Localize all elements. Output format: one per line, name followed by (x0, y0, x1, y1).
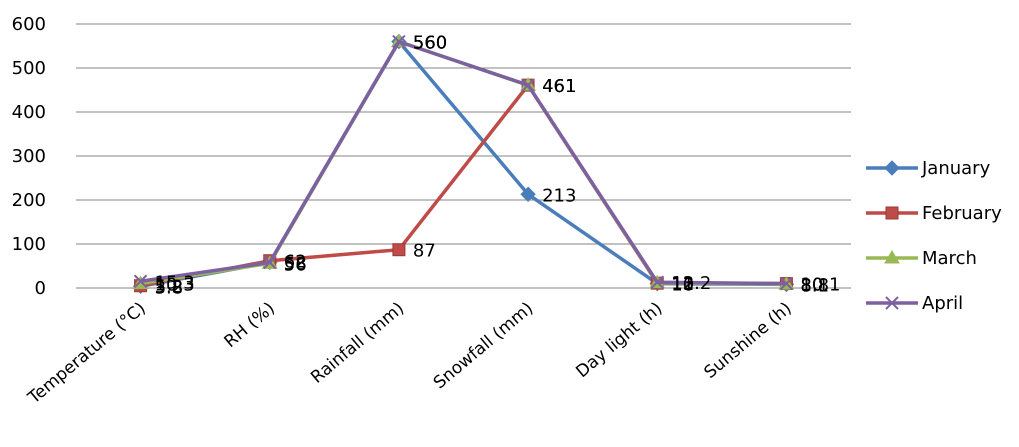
y-tick-label: 600 (12, 14, 46, 35)
legend-marker-april (885, 296, 899, 310)
series-line-january (140, 39, 787, 289)
data-label-march: 461 (542, 76, 576, 97)
data-label-february: 10.1 (800, 275, 840, 296)
data-label-january: 58 (284, 253, 307, 274)
data-label-april: 58 (284, 253, 307, 274)
legend-marker-march (884, 250, 900, 264)
data-label-january: 8.1 (800, 275, 829, 296)
legend-marker-january (884, 160, 900, 176)
series-line-march (140, 39, 787, 286)
data-label-january: 560 (413, 33, 447, 54)
data-point-january (520, 186, 536, 202)
y-tick-label: 100 (12, 234, 46, 255)
legend-label-february: February (922, 203, 1002, 224)
data-point-april (650, 275, 664, 289)
x-tick-label: Day light (h) (572, 299, 666, 383)
legend-marker-february (885, 206, 899, 220)
legend-label-april: April (922, 293, 963, 314)
series-group (132, 33, 795, 295)
x-tick-label: Snowfall (mm) (430, 299, 537, 394)
data-point-february (392, 243, 406, 257)
x-tick-label: Rainfall (mm) (307, 299, 408, 388)
data-point-april (133, 274, 148, 288)
data-label-february: 5.2 (155, 277, 184, 298)
x-tick-label: RH (%) (221, 299, 279, 353)
y-tick-label: 0 (35, 278, 46, 299)
legend: January February March April (866, 158, 1002, 314)
x-axis: Temperature (°C) RH (%) Rainfall (mm) Snowf… (24, 299, 796, 409)
data-label-april: 10 (800, 275, 823, 296)
data-label-april: 15.3 (155, 272, 195, 293)
data-point-april (392, 34, 406, 49)
gridlines (76, 23, 851, 289)
y-tick-label: 400 (12, 102, 46, 123)
data-label-march: 12 (671, 274, 694, 295)
x-tick-label: Temperature (°C) (24, 299, 150, 409)
legend-label-march: March (922, 248, 977, 269)
series-line-april (140, 39, 787, 286)
data-point-april (263, 255, 277, 270)
y-tick-label: 500 (12, 58, 46, 79)
data-point-april (521, 78, 535, 92)
data-label-march: 10.3 (155, 274, 195, 295)
y-axis: 0 100 200 300 400 500 600 (12, 14, 46, 299)
data-label-march: 560 (413, 33, 447, 54)
data-label-february: 461 (542, 76, 576, 97)
data-label-february: 87 (413, 241, 436, 262)
y-tick-label: 300 (12, 146, 46, 167)
data-label-january: 213 (542, 185, 576, 206)
y-tick-label: 200 (12, 190, 46, 211)
data-label-february: 62 (284, 252, 307, 273)
data-label-february: 11 (671, 274, 694, 295)
data-label-january: 10 (671, 275, 694, 296)
data-point-april (779, 276, 794, 291)
data-label-march: 8.8 (800, 275, 829, 296)
data-label-january: 3.8 (155, 277, 184, 298)
data-label-april: 560 (413, 33, 447, 54)
data-label-march: 56 (284, 254, 307, 275)
data-label-april: 461 (542, 76, 576, 97)
data-label-april: 13.2 (671, 273, 711, 294)
x-tick-label: Sunshine (h) (701, 299, 796, 383)
legend-label-january: January (921, 158, 991, 179)
